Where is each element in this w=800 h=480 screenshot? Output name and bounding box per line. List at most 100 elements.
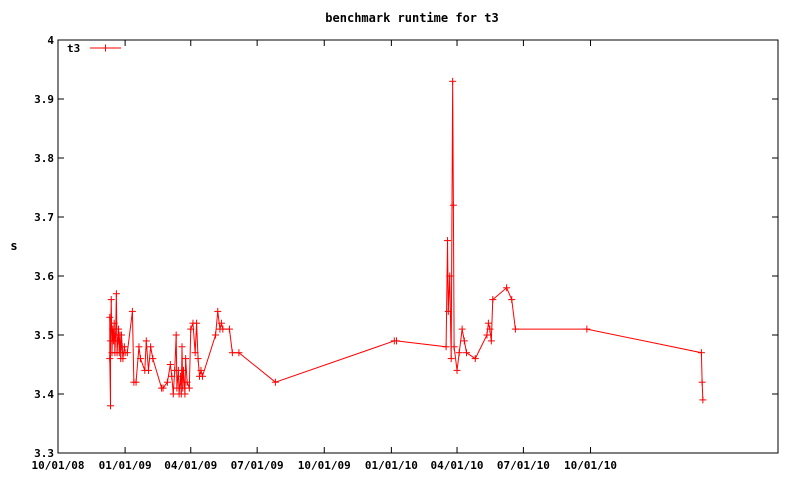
- data-point: [183, 378, 191, 386]
- data-point: [169, 390, 177, 398]
- data-point: [484, 319, 492, 327]
- series-line-t3: [109, 81, 704, 406]
- y-tick-label: 3.7: [34, 211, 54, 224]
- data-point: [511, 325, 519, 333]
- x-tick-label: 10/01/08: [32, 459, 85, 472]
- legend: t3: [67, 42, 121, 55]
- data-point: [449, 201, 457, 209]
- data-point: [444, 307, 452, 315]
- data-point: [508, 296, 516, 304]
- data-point: [177, 372, 185, 380]
- data-point: [191, 349, 199, 357]
- data-point: [112, 290, 120, 298]
- data-point: [181, 390, 189, 398]
- data-point: [132, 378, 140, 386]
- data-point: [119, 355, 127, 363]
- data-point: [447, 355, 455, 363]
- data-point: [446, 272, 454, 280]
- data-point: [271, 378, 279, 386]
- data-point: [179, 384, 187, 392]
- data-point: [225, 325, 233, 333]
- data-point: [442, 343, 450, 351]
- data-point: [487, 337, 495, 345]
- x-axis-ticks: 10/01/08 01/01/09 04/01/09 07/01/09 10/01/09…: [32, 40, 617, 472]
- data-point: [453, 366, 461, 374]
- legend-marker-cross: [102, 44, 109, 52]
- data-point: [185, 384, 193, 392]
- data-point: [182, 355, 190, 363]
- y-tick-label: 4: [47, 34, 54, 47]
- data-point: [471, 355, 479, 363]
- data-point: [235, 349, 243, 357]
- data-point: [142, 337, 150, 345]
- data-point: [147, 343, 155, 351]
- x-tick-label: 07/01/10: [497, 459, 550, 472]
- data-point: [123, 349, 131, 357]
- data-point: [503, 284, 511, 292]
- data-point: [135, 343, 143, 351]
- data-point: [144, 366, 152, 374]
- data-point: [489, 296, 497, 304]
- data-point: [214, 307, 222, 315]
- x-tick-label: 01/01/10: [365, 459, 418, 472]
- legend-label-t3: t3: [67, 42, 80, 55]
- x-tick-label: 01/01/09: [99, 459, 152, 472]
- data-point: [115, 349, 123, 357]
- data-point: [106, 355, 114, 363]
- data-point: [117, 331, 125, 339]
- data-point: [168, 372, 176, 380]
- data-point: [173, 384, 181, 392]
- data-point: [392, 337, 400, 345]
- data-point: [460, 337, 468, 345]
- data-point: [458, 325, 466, 333]
- x-tick-label: 07/01/09: [231, 459, 284, 472]
- data-point: [697, 349, 705, 357]
- data-point: [136, 355, 144, 363]
- data-point: [699, 396, 707, 404]
- chart-title: benchmark runtime for t3: [325, 11, 498, 25]
- data-point: [115, 325, 123, 333]
- data-point: [106, 313, 114, 321]
- y-tick-label: 3.3: [34, 447, 54, 460]
- data-point: [128, 307, 136, 315]
- data-point: [194, 355, 202, 363]
- y-tick-label: 3.4: [34, 388, 54, 401]
- data-point: [159, 384, 167, 392]
- data-point: [149, 355, 157, 363]
- plot-frame: [57, 39, 779, 454]
- y-tick-label: 3.9: [34, 93, 54, 106]
- data-point: [187, 325, 195, 333]
- data-point: [219, 325, 227, 333]
- data-point: [107, 296, 115, 304]
- data-point: [179, 366, 187, 374]
- data-point: [444, 237, 452, 245]
- data-point: [217, 319, 225, 327]
- data-point: [228, 349, 236, 357]
- data-point: [107, 402, 115, 410]
- data-point: [178, 343, 186, 351]
- data-point: [212, 331, 220, 339]
- data-point: [449, 77, 457, 85]
- x-tick-label: 04/01/09: [164, 459, 217, 472]
- series-t3: [106, 77, 707, 410]
- data-point: [450, 343, 458, 351]
- y-tick-label: 3.6: [34, 270, 54, 283]
- y-tick-label: 3.5: [34, 329, 54, 342]
- x-tick-label: 10/01/09: [298, 459, 351, 472]
- x-tick-label: 10/01/10: [564, 459, 617, 472]
- legend-marker-t3: [102, 44, 109, 52]
- y-axis-label: s: [10, 239, 17, 253]
- data-point: [486, 325, 494, 333]
- data-point: [197, 366, 205, 374]
- data-point: [114, 337, 122, 345]
- data-point: [166, 361, 174, 368]
- y-tick-label: 3.8: [34, 152, 54, 165]
- data-point: [583, 325, 591, 333]
- y-axis-ticks: 3.3 3.4 3.5 3.6 3.7 3.8 3.9 4: [34, 34, 778, 460]
- data-point: [110, 319, 118, 327]
- data-point: [698, 378, 706, 386]
- data-point: [172, 331, 180, 339]
- data-point: [198, 372, 206, 380]
- data-point: [193, 319, 201, 327]
